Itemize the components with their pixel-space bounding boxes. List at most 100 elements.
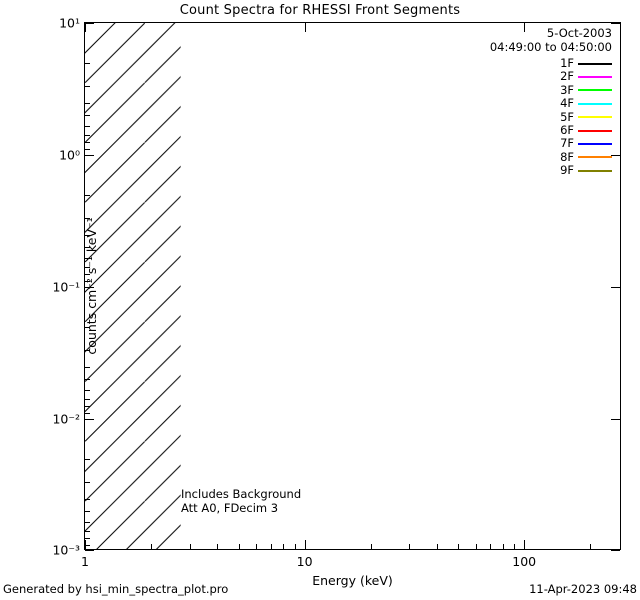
legend-swatch <box>578 156 612 159</box>
y-minor-tick <box>85 406 90 408</box>
x-major-tick-top <box>304 23 306 32</box>
y-minor-tick <box>85 62 90 64</box>
hatched-region <box>85 23 620 549</box>
legend-item-4f: 4F <box>560 96 612 111</box>
y-minor-tick <box>85 413 90 414</box>
legend-label: 1F <box>560 56 574 70</box>
hatch-svg <box>85 23 181 549</box>
y-minor-tick <box>85 366 90 368</box>
y-minor-tick <box>85 234 90 236</box>
x-minor-tick <box>217 544 219 549</box>
y-minor-tick <box>85 125 90 127</box>
y-minor-tick <box>85 545 90 546</box>
legend-item-7f: 7F <box>560 136 612 150</box>
y-minor-tick <box>85 266 90 268</box>
y-minor-tick <box>85 281 90 282</box>
y-minor-tick <box>85 521 90 523</box>
y-major-tick-right <box>611 419 620 420</box>
x-minor-tick <box>458 544 460 549</box>
y-major-tick-right <box>611 23 620 24</box>
y-minor-tick <box>85 379 90 381</box>
plot-area: counts cm⁻² s⁻¹ keV⁻¹ 10¹ 10⁰ 10⁻¹ 10⁻² … <box>52 16 621 588</box>
legend-label: 5F <box>560 109 574 124</box>
legend-swatch <box>578 102 612 105</box>
x-major-tick-top <box>85 23 86 32</box>
y-minor-tick <box>85 102 90 104</box>
x-minor-tick <box>514 544 516 549</box>
y-major-tick <box>85 287 94 288</box>
x-major-tick <box>304 540 306 549</box>
attenuator-note: Att A0, FDecim 3 <box>181 500 279 515</box>
legend-swatch <box>578 116 612 119</box>
y-minor-tick <box>85 86 90 87</box>
legend-item-5f: 5F <box>560 109 612 124</box>
legend-swatch <box>578 76 612 79</box>
y-minor-tick <box>85 350 90 351</box>
legend-swatch <box>578 62 612 65</box>
y-tick-label: 10⁻² <box>52 411 80 427</box>
legend-item-8f: 8F <box>560 149 612 164</box>
chart-title: Count Spectra for RHESSI Front Segments <box>179 3 461 18</box>
x-major-tick-top <box>524 23 526 32</box>
y-minor-tick <box>85 134 90 136</box>
plot-notes: Includes Background Att A0, FDecim 3 <box>181 487 302 515</box>
y-tick-label: 10⁰ <box>59 147 80 163</box>
legend-label: 6F <box>560 122 574 137</box>
legend: 1F 2F 3F 4F 5F 6F <box>560 56 612 178</box>
legend-label: 8F <box>560 149 574 164</box>
y-minor-tick <box>85 142 90 144</box>
y-tick-label: 10¹ <box>59 15 80 31</box>
y-minor-tick <box>85 389 90 391</box>
x-minor-tick <box>283 544 285 549</box>
y-tick-label: 10⁻³ <box>52 542 80 558</box>
y-minor-tick <box>85 218 90 219</box>
y-minor-tick <box>85 458 90 460</box>
footer-timestamp: 11-Apr-2023 09:48 <box>529 582 637 596</box>
observation-time-range: 04:49:00 to 04:50:00 <box>489 39 612 54</box>
y-minor-tick <box>85 247 90 249</box>
x-minor-tick <box>189 544 191 549</box>
legend-swatch <box>578 89 612 92</box>
background-note: Includes Background <box>181 487 302 501</box>
legend-item-6f: 6F <box>560 122 612 137</box>
x-minor-tick <box>370 544 372 549</box>
x-tick-label: 10 <box>296 554 313 569</box>
y-major-tick-right <box>611 155 620 156</box>
x-minor-tick <box>436 544 438 549</box>
y-major-tick <box>85 550 94 551</box>
y-minor-tick <box>85 530 90 532</box>
date-annotation: 5-Oct-2003 04:49:00 to 04:50:00 <box>489 26 612 54</box>
legend-item-9f: 9F <box>560 163 612 177</box>
x-major-tick <box>524 540 526 549</box>
x-minor-tick <box>294 544 296 549</box>
x-tick-label: 1 <box>81 554 89 569</box>
y-minor-tick <box>85 257 90 259</box>
y-minor-tick <box>85 498 90 500</box>
x-minor-tick <box>270 544 272 549</box>
y-minor-tick <box>85 511 90 513</box>
x-minor-tick <box>503 544 504 549</box>
x-minor-tick <box>151 544 153 549</box>
legend-label: 2F <box>560 69 574 84</box>
y-minor-tick <box>85 398 90 400</box>
y-major-tick-right <box>611 550 620 551</box>
y-axis-label: counts cm⁻² s⁻¹ keV⁻¹ <box>84 217 100 355</box>
y-minor-tick <box>85 326 90 328</box>
x-major-tick <box>85 540 86 549</box>
legend-item-2f: 2F <box>560 69 612 84</box>
x-axis-label: Energy (keV) <box>312 573 393 588</box>
y-major-tick <box>85 419 94 420</box>
x-minor-tick <box>256 544 257 549</box>
y-major-tick <box>85 23 94 24</box>
legend-swatch <box>578 169 612 172</box>
legend-swatch <box>578 143 612 146</box>
y-major-tick <box>85 155 94 156</box>
legend-item-1f: 1F <box>560 56 612 70</box>
x-minor-tick <box>490 544 492 549</box>
legend-swatch <box>578 129 612 132</box>
y-minor-tick <box>85 115 90 117</box>
y-minor-tick <box>85 194 90 196</box>
legend-label: 3F <box>560 82 574 97</box>
legend-label: 4F <box>560 96 574 111</box>
